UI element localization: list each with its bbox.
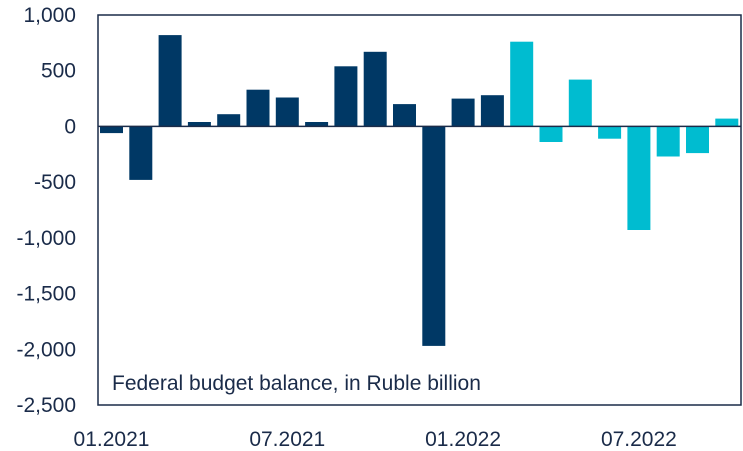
y-tick-label: -500	[34, 171, 76, 194]
y-tick-label: -2,500	[16, 394, 76, 417]
chart-annotation: Federal budget balance, in Ruble billion	[112, 372, 481, 395]
y-tick-label: 1,000	[23, 4, 76, 27]
y-tick-label: -1,500	[16, 283, 76, 306]
bar-03.2021	[158, 35, 182, 127]
bar-10.2021	[363, 51, 387, 127]
x-tick-label: 07.2022	[601, 428, 677, 451]
bar-08.2022	[656, 126, 680, 157]
bar-01.2022	[451, 98, 475, 127]
y-axis-ticks: 1,000 500 0 -500 -1,000 -1,500 -2,000 -2,500	[16, 4, 76, 417]
y-tick-label: -2,000	[16, 338, 76, 361]
bar-09.2022	[686, 126, 709, 154]
y-tick-label: 0	[64, 115, 76, 138]
bar-05.2021	[217, 114, 241, 127]
bar-07.2021	[275, 97, 299, 127]
x-tick-label: 07.2021	[249, 428, 325, 451]
bar-07.2022	[627, 126, 651, 230]
bar-05.2022	[568, 79, 592, 127]
bar-12.2021	[422, 126, 446, 346]
x-axis-ticks: 01.2021 07.2021 01.2022 07.2022	[74, 428, 677, 451]
bar-06.2022	[598, 126, 622, 139]
bar-04.2021	[187, 122, 211, 127]
y-tick-label: -1,000	[16, 227, 76, 250]
x-tick-label: 01.2021	[74, 428, 150, 451]
bar-09.2021	[334, 66, 358, 127]
bar-08.2021	[305, 122, 329, 127]
plot-frame	[97, 14, 742, 406]
bars-group	[100, 35, 739, 346]
bar-02.2022	[480, 95, 504, 127]
x-tick-label: 01.2022	[425, 428, 501, 451]
y-tick-label: 500	[41, 60, 76, 83]
bar-04.2022	[539, 126, 563, 142]
bar-10.2022	[715, 118, 739, 127]
bar-01.2021	[100, 126, 123, 134]
bar-03.2022	[510, 41, 534, 127]
bar-02.2021	[129, 126, 153, 180]
bar-06.2021	[246, 89, 270, 127]
bar-11.2021	[393, 104, 416, 127]
